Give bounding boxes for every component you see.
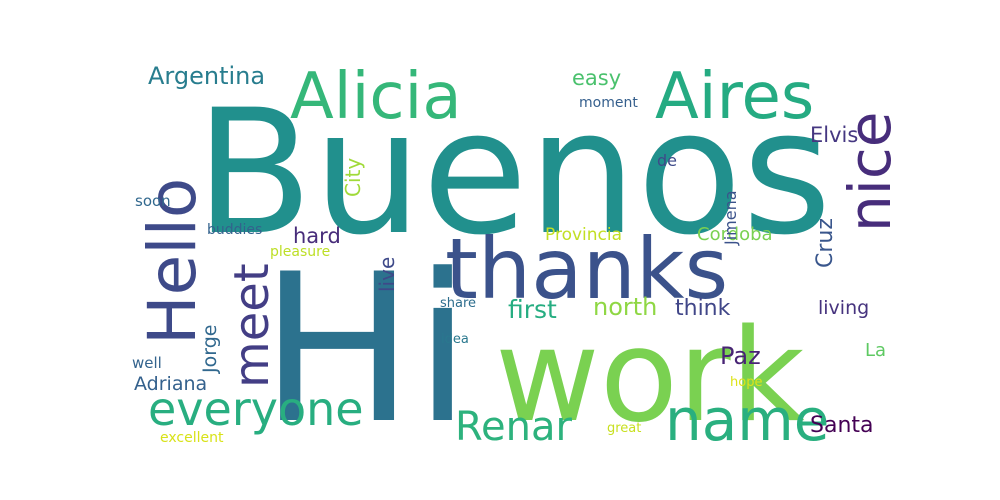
word-north: north (593, 293, 657, 321)
word-nice: nice (836, 112, 904, 232)
word-renar: Renar (455, 404, 572, 450)
word-hope: hope (730, 375, 762, 390)
word-cruz: Cruz (813, 218, 838, 268)
word-la: La (865, 340, 886, 361)
word-city: City (341, 158, 365, 197)
word-pleasure: pleasure (270, 244, 330, 260)
word-well: well (132, 354, 162, 372)
word-moment: moment (579, 95, 638, 111)
word-meet: meet (224, 263, 280, 388)
word-adriana: Adriana (134, 373, 207, 395)
word-idea: idea (441, 332, 469, 347)
word-buddies: buddies (207, 222, 262, 238)
word-thanks: thanks (445, 220, 728, 318)
word-live: live (375, 257, 399, 292)
word-provincia: Provincia (545, 225, 622, 245)
word-alicia: Alicia (290, 60, 462, 134)
word-argentina: Argentina (148, 62, 265, 90)
word-work: work (495, 302, 805, 451)
word-elvis: Elvis (810, 123, 858, 147)
word-hard: hard (293, 224, 341, 248)
word-hello: Hello (134, 178, 211, 345)
word-de: de (657, 151, 677, 170)
word-jimena: Jimena (721, 190, 740, 246)
word-cordoba: Cordoba (697, 224, 773, 245)
word-share: share (440, 296, 476, 311)
word-everyone: everyone (148, 382, 364, 436)
word-hi: Hi (260, 231, 471, 469)
word-name: name (665, 386, 829, 454)
word-easy: easy (572, 66, 621, 90)
word-think: think (675, 296, 731, 321)
word-aires: Aires (655, 60, 814, 134)
word-santa: Santa (810, 413, 874, 438)
word-excellent: excellent (160, 430, 224, 446)
word-first: first (508, 295, 557, 324)
word-living: living (818, 297, 869, 319)
word-great: great (607, 421, 641, 436)
word-soon: soon (135, 192, 171, 210)
word-paz: Paz (720, 342, 761, 370)
word-jorge: Jorge (199, 325, 221, 374)
word-buenos: Buenos (195, 72, 832, 273)
